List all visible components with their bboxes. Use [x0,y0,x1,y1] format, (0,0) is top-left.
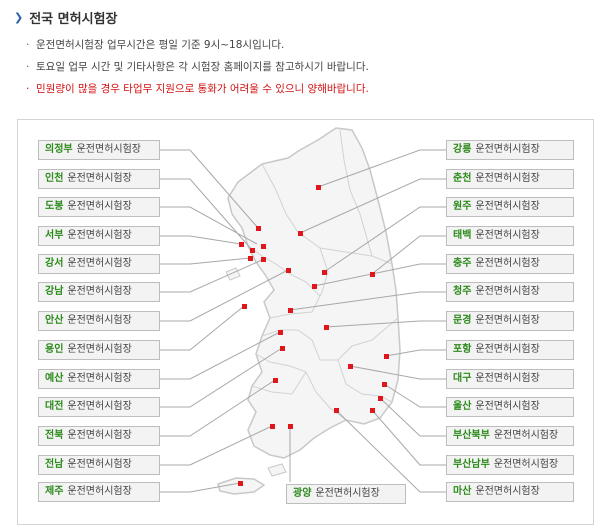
center-label-chuncheon[interactable]: 춘천 운전면허시험장 [446,169,574,189]
map-island [267,463,287,477]
marker-gangseo [248,256,253,261]
marker-taebaek [370,272,375,277]
map-island [225,267,241,281]
center-label-jeju[interactable]: 제주 운전면허시험장 [38,482,160,502]
marker-jeonnam [270,424,275,429]
markers [238,185,389,486]
center-label-incheon[interactable]: 인천 운전면허시험장 [38,169,160,189]
marker-daegu [348,364,353,369]
chevron-right-icon: ❯ [14,10,24,24]
center-label-seobu[interactable]: 서부 운전면허시험장 [38,226,160,246]
center-label-ulsan[interactable]: 울산 운전면허시험장 [446,397,574,417]
map-mainland [227,127,401,459]
notice-saturday: 토요일 업무 시간 및 기타사항은 각 시험장 홈페이지를 참고하시기 바랍니다… [26,56,369,78]
center-label-gangnam[interactable]: 강남 운전면허시험장 [38,282,160,302]
notice-warning: 민원량이 많을 경우 타업무 지원으로 통화가 어려울 수 있으니 양해바랍니다… [26,78,369,100]
marker-jeonbuk [273,378,278,383]
center-label-dobong[interactable]: 도봉 운전면허시험장 [38,197,160,217]
marker-dobong [261,244,266,249]
marker-chuncheon [298,231,303,236]
marker-incheon [250,248,255,253]
marker-seobu [239,242,244,247]
marker-uijeongbu [256,226,261,231]
marker-gangnam [261,257,266,262]
center-label-gangseo[interactable]: 강서 운전면허시험장 [38,254,160,274]
center-label-cheongju[interactable]: 청주 운전면허시험장 [446,282,574,302]
marker-wonju [322,270,327,275]
marker-gwangyang [288,424,293,429]
province-borders [247,129,399,421]
center-label-uijeongbu[interactable]: 의정부 운전면허시험장 [38,140,160,160]
page-title: ❯ 전국 면허시험장 [14,7,117,27]
marker-gangneung [316,185,321,190]
marker-jeju [238,481,243,486]
center-label-busan-south[interactable]: 부산남부 운전면허시험장 [446,455,574,475]
center-label-yesan[interactable]: 예산 운전면허시험장 [38,369,160,389]
center-label-daegu[interactable]: 대구 운전면허시험장 [446,369,574,389]
notice-hours: 운전면허시험장 업무시간은 평일 기준 9시~18시입니다. [26,34,369,56]
center-label-gangneung[interactable]: 강릉 운전면허시험장 [446,140,574,160]
marker-pohang [384,354,389,359]
center-label-chungju[interactable]: 충주 운전면허시험장 [446,254,574,274]
center-label-ansan[interactable]: 안산 운전면허시험장 [38,311,160,331]
marker-daejeon [280,346,285,351]
marker-busan-north [378,396,383,401]
marker-masan [334,408,339,413]
center-label-daejeon[interactable]: 대전 운전면허시험장 [38,397,160,417]
notice-list: 운전면허시험장 업무시간은 평일 기준 9시~18시입니다. 토요일 업무 시간… [26,34,369,100]
center-label-masan[interactable]: 마산 운전면허시험장 [446,482,574,502]
marker-mungyeong [324,325,329,330]
page-title-text: 전국 면허시험장 [29,11,118,27]
center-label-busan-north[interactable]: 부산북부 운전면허시험장 [446,426,574,446]
marker-ansan [242,304,247,309]
center-label-jeonnam[interactable]: 전남 운전면허시험장 [38,455,160,475]
marker-chungju [312,284,317,289]
center-label-taebaek[interactable]: 태백 운전면허시험장 [446,226,574,246]
marker-yesan [278,330,283,335]
center-label-jeonbuk[interactable]: 전북 운전면허시험장 [38,426,160,446]
leader-lines [160,149,446,493]
center-label-wonju[interactable]: 원주 운전면허시험장 [446,197,574,217]
marker-ulsan [382,382,387,387]
center-label-yongin[interactable]: 용인 운전면허시험장 [38,340,160,360]
center-label-gwangyang[interactable]: 광양 운전면허시험장 [286,484,406,504]
marker-cheongju [288,308,293,313]
marker-busan-south [370,408,375,413]
center-label-mungyeong[interactable]: 문경 운전면허시험장 [446,311,574,331]
marker-yongin [286,268,291,273]
center-label-pohang[interactable]: 포항 운전면허시험장 [446,340,574,360]
